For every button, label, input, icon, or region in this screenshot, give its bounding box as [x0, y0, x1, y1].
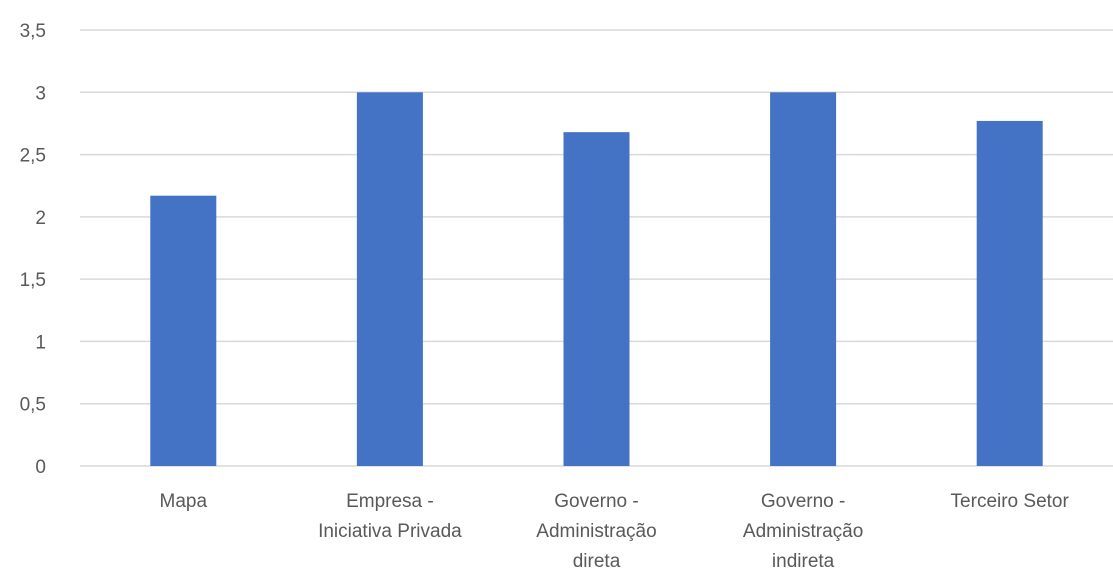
x-tick-label-line: Terceiro Setor	[951, 491, 1070, 512]
x-tick-label: Mapa	[160, 491, 208, 512]
x-tick-label-line: Governo -	[761, 491, 845, 512]
bar	[356, 92, 423, 467]
y-tick-label: 2	[35, 208, 46, 229]
bars	[150, 92, 1043, 467]
bar	[976, 120, 1043, 467]
y-tick-label: 3	[35, 83, 46, 104]
x-tick-label-line: Mapa	[160, 491, 208, 512]
y-tick-label: 0	[35, 457, 46, 478]
bar	[770, 92, 837, 467]
y-axis: 0 0,5 1 1,5 2 2,5 3 3,5	[20, 21, 46, 478]
y-tick-label: 3,5	[20, 21, 46, 42]
bar	[150, 195, 217, 466]
bar	[563, 132, 630, 467]
x-tick-label: Governo - Administração direta	[536, 491, 656, 572]
x-tick-label: Terceiro Setor	[951, 491, 1070, 512]
y-tick-label: 0,5	[20, 395, 46, 416]
x-tick-label-line: Administração	[536, 521, 656, 542]
x-axis: Mapa Empresa - Iniciativa Privada Governo -…	[160, 491, 1070, 572]
y-tick-label: 2,5	[20, 146, 46, 167]
x-tick-label-line: Empresa -	[346, 491, 434, 512]
y-tick-label: 1	[35, 332, 46, 353]
x-tick-label: Governo - Administração indireta	[743, 491, 863, 572]
x-tick-label: Empresa - Iniciativa Privada	[318, 491, 462, 542]
y-tick-label: 1,5	[20, 270, 46, 291]
x-tick-label-line: direta	[573, 551, 621, 572]
x-tick-label-line: Governo -	[554, 491, 638, 512]
x-tick-label-line: Iniciativa Privada	[318, 521, 462, 542]
x-tick-label-line: Administração	[743, 521, 863, 542]
x-tick-label-line: indireta	[772, 551, 835, 572]
